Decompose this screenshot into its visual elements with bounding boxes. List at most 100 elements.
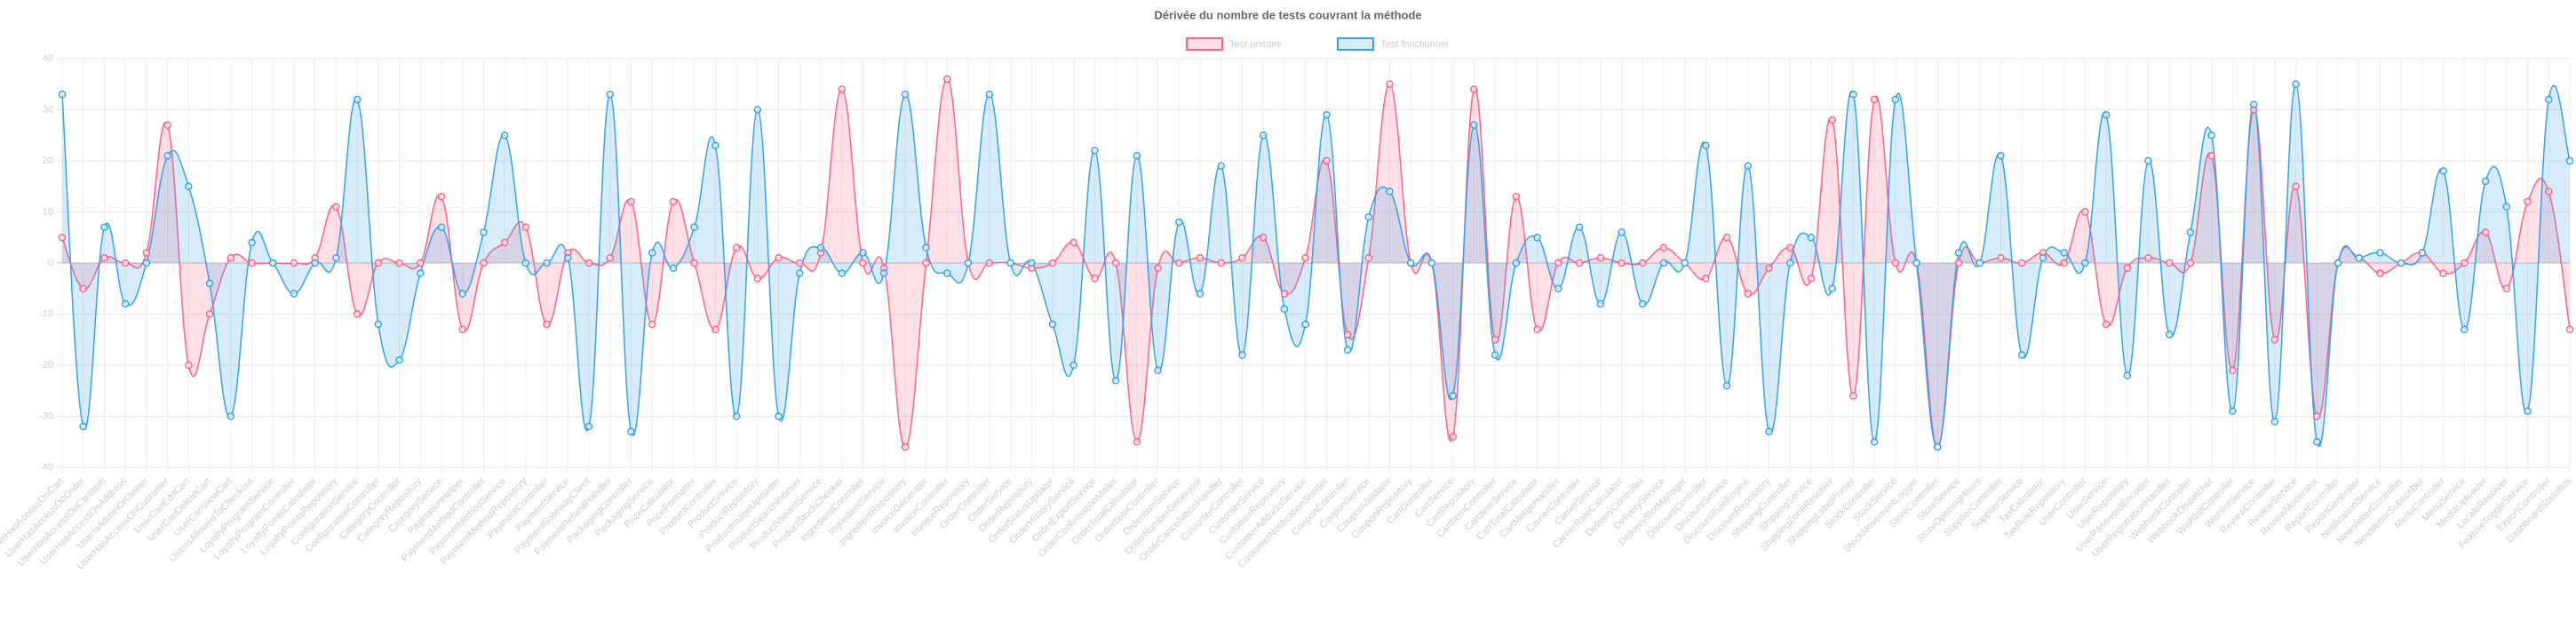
data-point [2123,371,2132,379]
data-point [712,141,720,149]
data-point [1427,259,1436,267]
data-point [163,152,171,160]
data-point [1554,284,1562,292]
data-point [1217,162,1225,170]
data-point [121,299,130,308]
data-point [943,75,951,84]
data-point [1828,284,1836,292]
data-point [1765,427,1773,435]
data-point [142,249,151,257]
data-point [437,193,446,201]
data-point [1470,121,1478,129]
data-point [943,269,951,277]
data-point [1343,346,1352,354]
data-point [2249,100,2258,108]
data-point [290,290,298,298]
data-point [1870,95,1879,104]
data-point [669,264,678,272]
data-point [2166,331,2174,339]
data-point [58,234,67,242]
data-point [1786,259,1794,267]
data-point [2229,366,2237,374]
data-point [1722,234,1731,242]
data-point [1828,116,1836,124]
data-point [2481,228,2490,236]
data-point [1512,259,1521,267]
data-point [2017,259,2026,267]
data-point [627,427,635,435]
data-point [1217,259,1225,267]
data-point [627,197,635,206]
data-point [2186,259,2195,267]
series-area [62,84,2570,448]
data-point [1533,234,1541,242]
data-point [2207,132,2215,140]
data-point [2565,325,2574,333]
data-point [1111,377,1120,385]
data-point [1006,259,1014,267]
data-point [2355,254,2364,262]
data-point [332,254,340,262]
data-point [2524,407,2532,415]
data-point [100,254,108,262]
data-point [458,325,466,333]
data-point [1659,259,1668,267]
data-point [2397,259,2405,267]
data-point [648,249,656,257]
data-point [121,259,130,267]
data-point [1744,162,1753,170]
legend-label: Test unitaire [1229,39,1282,50]
data-point [2334,259,2342,267]
data-point [985,259,994,267]
data-point [753,275,762,283]
data-point [732,243,741,251]
data-point [901,443,910,451]
data-point [374,259,383,267]
data-point [1870,438,1879,446]
data-point [1618,228,1626,236]
data-point [2207,152,2215,160]
data-point [2102,111,2111,119]
data-point [1407,259,1415,267]
series-area [62,79,2570,448]
y-tick-label: 20 [43,156,53,166]
data-point [543,320,551,329]
data-point [2166,259,2174,267]
data-point [2502,203,2511,211]
data-point [985,91,994,99]
data-point [879,269,888,277]
data-point [2102,320,2111,329]
data-point [1154,366,1162,374]
data-point [606,91,615,99]
y-tick-label: -10 [39,308,53,319]
data-point [1175,259,1183,267]
data-point [1259,132,1268,140]
data-point [480,259,488,267]
data-point [1386,80,1394,88]
data-point [2545,95,2553,104]
data-point [2376,269,2384,277]
data-point [1323,156,1331,165]
data-point [669,197,678,206]
data-point [417,259,425,267]
data-point [1702,141,1710,149]
data-point [1681,259,1689,267]
data-point [584,422,593,431]
data-point [353,310,362,318]
y-tick-label: 40 [43,53,53,64]
data-point [1069,361,1077,370]
legend-swatch [1186,37,1223,51]
data-point [395,259,403,267]
data-point [395,356,403,364]
data-point [437,223,446,231]
data-point [1386,187,1394,195]
data-point [1364,213,1373,221]
data-point [417,269,425,277]
data-point [1280,290,1289,298]
data-point [1301,254,1309,262]
data-point [2292,182,2300,190]
data-point [2313,412,2321,420]
data-point [606,254,615,262]
data-point [1512,193,1521,201]
data-point [1048,259,1057,267]
